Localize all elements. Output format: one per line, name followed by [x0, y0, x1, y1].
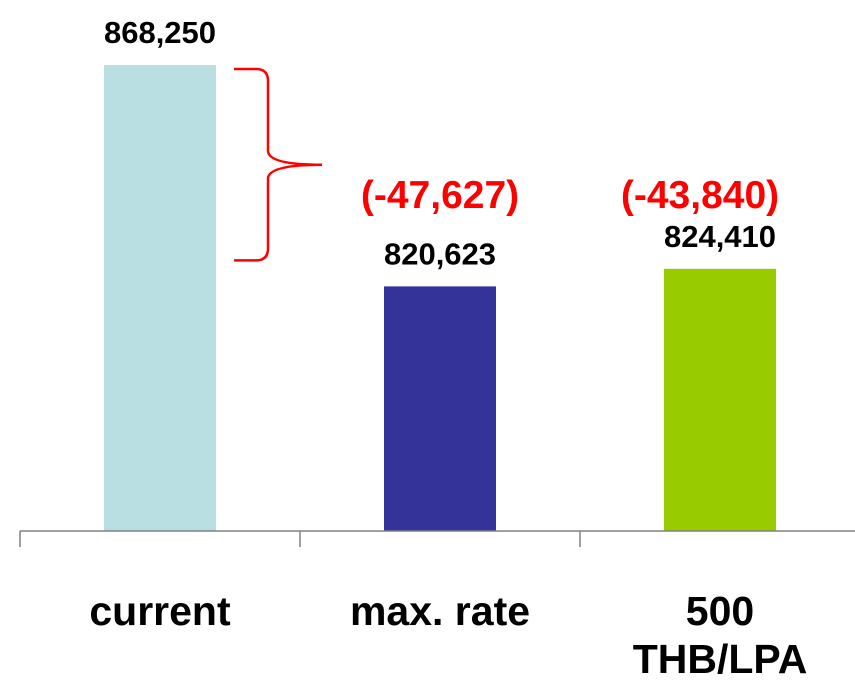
x-tick-label-2-line-1: max. rate — [350, 588, 530, 634]
x-tick-label-3-line-1: 500 — [686, 588, 754, 634]
x-tick-label-2: max. rate — [350, 588, 530, 634]
x-tick-label-1-line-1: current — [89, 588, 231, 634]
x-tick-label-1: current — [89, 588, 231, 634]
x-tick-label-3-line-2: THB/LPA — [633, 636, 808, 682]
difference-annotation-2: (-43,840) — [621, 174, 779, 217]
bar-3 — [664, 268, 776, 531]
bar-value-label-1: 868,250 — [104, 15, 216, 50]
difference-brace — [234, 67, 323, 262]
bar-1 — [104, 65, 216, 531]
bar-value-label-2: 820,623 — [384, 236, 496, 271]
difference-annotation-1: (-47,627) — [361, 174, 519, 217]
bar-value-label-3: 824,410 — [664, 219, 776, 254]
x-tick-label-3: 500 THB/LPA — [633, 588, 808, 682]
bar-2 — [384, 286, 496, 531]
